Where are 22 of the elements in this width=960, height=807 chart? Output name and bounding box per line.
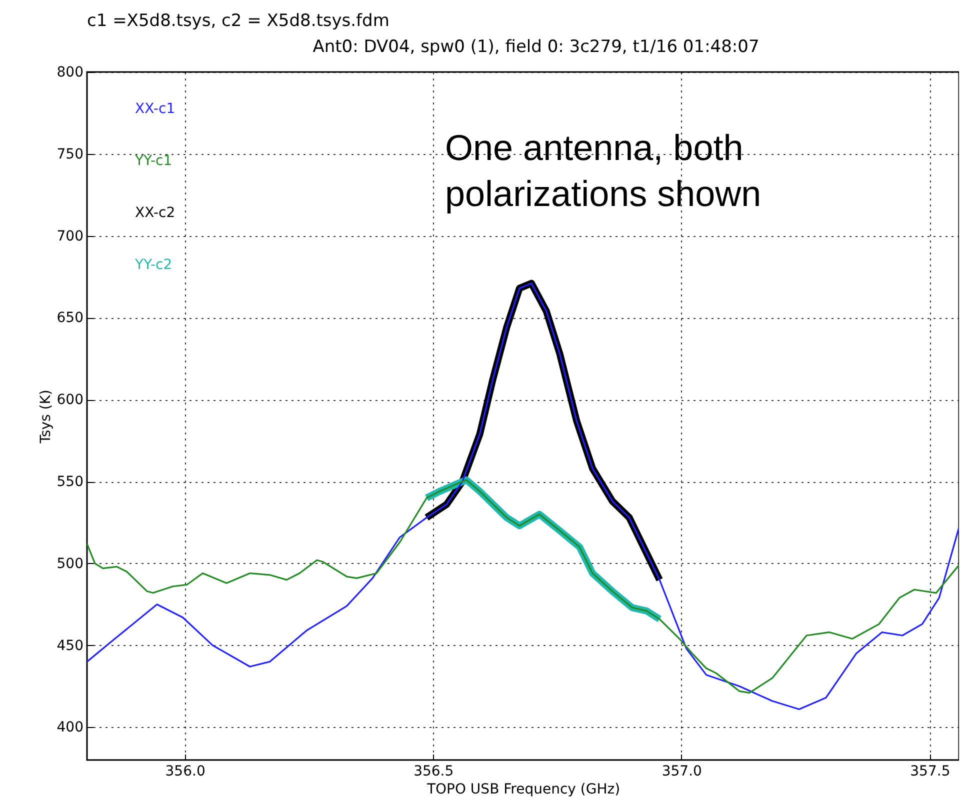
y-tick-label: 400 [56,720,84,736]
y-tick-label: 800 [56,64,84,80]
x-axis-title: TOPO USB Frequency (GHz) [426,782,620,798]
text: XX-c2 [135,205,176,221]
text: YY-c2 [134,257,172,273]
chart-title: c1 =X5d8.tsys, c2 = X5d8.tsys.fdm [87,11,390,31]
y-tick-label: 500 [56,556,84,572]
y-tick-label: 750 [56,146,84,162]
x-tick-label: 357.0 [662,764,702,780]
text: XX-c1 [135,101,176,117]
y-tick-label: 450 [56,638,84,654]
text: YY-c1 [134,153,172,169]
y-axis-title: Tsys (K) [38,390,54,444]
x-tick-label: 356.5 [414,764,454,780]
y-tick-label: 600 [56,392,84,408]
x-tick-label: 357.5 [910,764,950,780]
annotation: One antenna, both polarizations shown [445,127,762,214]
y-tick-label: 550 [56,474,84,490]
x-tick-label: 356.0 [165,764,206,780]
chart-subtitle: Ant0: DV04, spw0 (1), field 0: 3c279, t1/16 01:48:07 [312,37,760,57]
y-tick-label: 700 [56,228,84,244]
y-tick-label: 650 [56,310,84,326]
